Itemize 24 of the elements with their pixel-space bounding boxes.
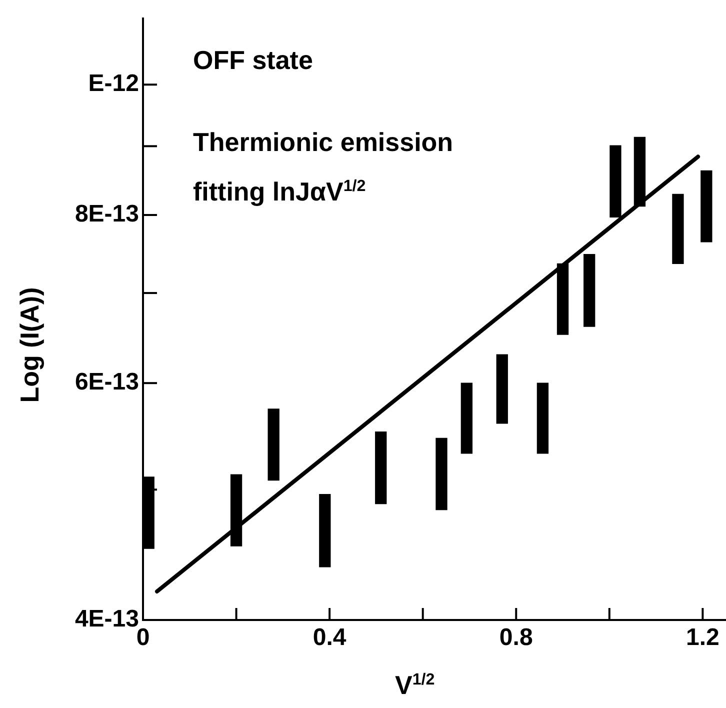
bar	[230, 474, 242, 546]
y-axis-title: Log (I(A))	[14, 287, 46, 403]
x-tick-label: 0	[136, 624, 150, 652]
bar	[436, 438, 448, 510]
y-tick-label: E-12	[88, 70, 139, 98]
bar	[496, 354, 508, 424]
bar	[268, 408, 280, 481]
annotation: Thermionic emission fitting lnJαV$^{1/2}$	[193, 126, 454, 209]
y-tick-label: 4E-13	[74, 606, 139, 633]
y-tick-label: 8E-13	[74, 200, 139, 228]
x-axis-title: V$^{1/2}$	[395, 670, 435, 701]
bar	[700, 170, 712, 242]
annotation: OFF state	[193, 44, 313, 77]
bar	[672, 194, 684, 264]
x-tick-label: 1.2	[686, 624, 720, 652]
bar	[584, 254, 596, 327]
x-tick-label: 0.4	[312, 624, 347, 652]
bar	[460, 382, 473, 454]
x-tick-label: 0.8	[499, 624, 533, 652]
bar	[375, 431, 387, 504]
bar	[536, 382, 549, 454]
bar	[556, 263, 569, 335]
bar	[319, 494, 331, 568]
y-tick-label: 6E-13	[74, 368, 139, 396]
